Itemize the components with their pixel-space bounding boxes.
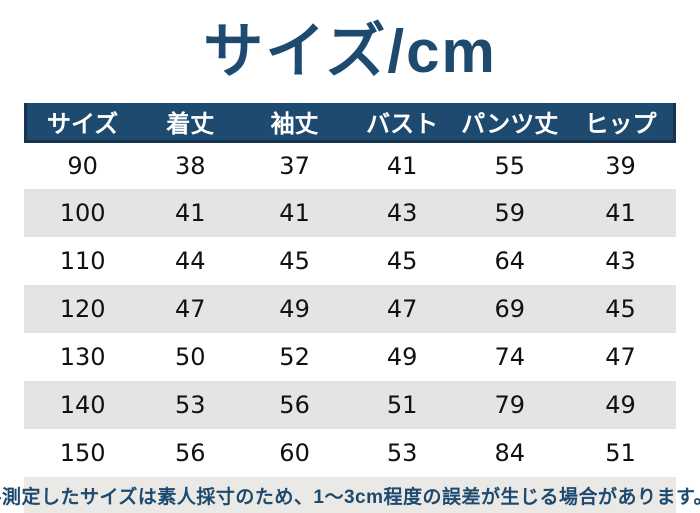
size-chart-table: サイズ 着丈 袖丈 バスト パンツ丈 ヒップ 90 38 37 41 55 39… xyxy=(24,103,676,477)
column-header-size: サイズ xyxy=(24,103,142,143)
measurement-value: 41 xyxy=(141,189,240,237)
measurement-value: 74 xyxy=(494,343,525,371)
measurement-value: 38 xyxy=(174,151,206,180)
measurement-value: 69 xyxy=(454,285,566,333)
measurement-value: 60 xyxy=(279,439,310,467)
table-row: 140 53 56 51 79 49 xyxy=(24,381,676,429)
measurement-value: 41 xyxy=(565,189,676,237)
table-header: サイズ 着丈 袖丈 バスト パンツ丈 ヒップ xyxy=(24,103,676,143)
column-header-pants: パンツ丈 xyxy=(454,103,566,143)
measurement-disclaimer: ◆測定したサイズは素人採寸のため、1〜3cm程度の誤差が生じる場合があります。 xyxy=(0,477,700,513)
measurement-value: 52 xyxy=(279,343,310,371)
column-header-hip: ヒップ xyxy=(565,103,676,143)
measurement-value: 41 xyxy=(386,151,418,180)
measurement-value: 50 xyxy=(174,343,206,371)
measurement-value: 56 xyxy=(239,381,350,429)
measurement-value: 43 xyxy=(349,189,455,237)
column-header-bust: バスト xyxy=(349,103,455,143)
row-size-label: 150 xyxy=(59,439,106,467)
measurement-value: 45 xyxy=(279,247,310,275)
table-row: 90 38 37 41 55 39 xyxy=(24,141,676,189)
header-row: サイズ 着丈 袖丈 バスト パンツ丈 ヒップ xyxy=(24,103,676,143)
row-size-label: 130 xyxy=(59,343,106,371)
measurement-value: 55 xyxy=(494,151,525,180)
row-size-label: 140 xyxy=(24,381,142,429)
measurement-value: 84 xyxy=(494,439,525,467)
table-body: 90 38 37 41 55 39 100 41 41 43 59 41 110… xyxy=(24,141,676,477)
measurement-value: 49 xyxy=(386,343,418,371)
table-row: 130 50 52 49 74 47 xyxy=(24,333,676,381)
measurement-value: 47 xyxy=(349,285,455,333)
measurement-value: 51 xyxy=(605,439,636,467)
table-row: 120 47 49 47 69 45 xyxy=(24,285,676,333)
column-header-sleeve: 袖丈 xyxy=(239,103,350,143)
page-title: サイズ/cm xyxy=(203,17,497,85)
measurement-value: 79 xyxy=(454,381,566,429)
measurement-value: 41 xyxy=(239,189,350,237)
measurement-value: 39 xyxy=(605,151,636,180)
measurement-value: 49 xyxy=(565,381,676,429)
measurement-value: 47 xyxy=(605,343,636,371)
row-size-label: 100 xyxy=(24,189,142,237)
measurement-value: 43 xyxy=(605,247,636,275)
table-row: 150 56 60 53 84 51 xyxy=(24,429,676,477)
measurement-value: 49 xyxy=(239,285,350,333)
measurement-value: 53 xyxy=(141,381,240,429)
measurement-value: 47 xyxy=(141,285,240,333)
measurement-value: 37 xyxy=(279,151,310,180)
page-title-area: サイズ/cm xyxy=(0,0,700,103)
table-row: 110 44 45 45 64 43 xyxy=(24,237,676,285)
row-size-label: 90 xyxy=(67,151,98,180)
column-header-length: 着丈 xyxy=(141,103,240,143)
measurement-value: 45 xyxy=(565,285,676,333)
table-row: 100 41 41 43 59 41 xyxy=(24,189,676,237)
measurement-value: 53 xyxy=(386,439,418,467)
measurement-value: 44 xyxy=(174,247,206,275)
measurement-value: 59 xyxy=(454,189,566,237)
measurement-value: 64 xyxy=(494,247,525,275)
measurement-value: 51 xyxy=(349,381,455,429)
row-size-label: 120 xyxy=(24,285,142,333)
measurement-value: 56 xyxy=(174,439,206,467)
row-size-label: 110 xyxy=(59,247,106,275)
measurement-value: 45 xyxy=(386,247,418,275)
